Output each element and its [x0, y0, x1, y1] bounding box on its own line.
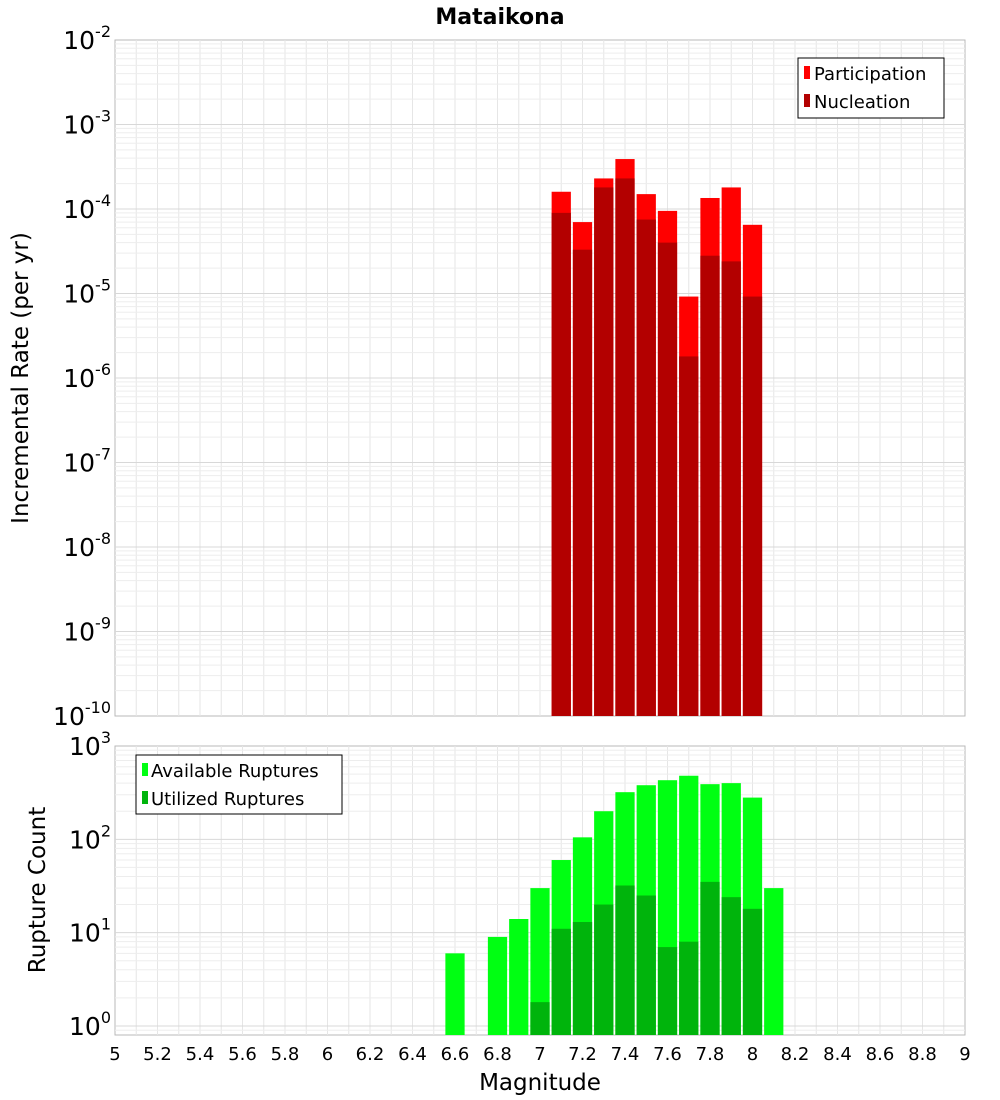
- y-tick-label: 10-9: [63, 614, 111, 647]
- x-tick-label: 6.8: [483, 1044, 512, 1065]
- x-tick-label: 6.4: [398, 1044, 427, 1065]
- x-tick-label: 6: [322, 1044, 333, 1065]
- rupture-count-legend-box: [135, 754, 343, 815]
- bar-nucleation: [657, 242, 678, 717]
- legend-label-participation: Participation: [814, 64, 926, 85]
- bar-available-ruptures: [530, 888, 550, 1035]
- bar-nucleation: [700, 255, 720, 716]
- x-tick-label: 7.8: [696, 1044, 725, 1065]
- x-tick-label: 5.2: [143, 1044, 172, 1065]
- bar-utilized-ruptures: [530, 1002, 550, 1035]
- legend-label-available-ruptures: Available Ruptures: [151, 761, 319, 782]
- bar-nucleation: [636, 219, 656, 717]
- x-tick-label: 6.2: [356, 1044, 385, 1065]
- incremental-rate-grid: [115, 40, 965, 716]
- y-tick-label: 102: [69, 821, 111, 854]
- legend-swatch-participation: [804, 66, 810, 79]
- x-tick-label: 7.6: [653, 1044, 682, 1065]
- bar-utilized-ruptures: [594, 904, 614, 1035]
- bar-nucleation: [572, 249, 593, 716]
- bar-nucleation: [721, 261, 741, 716]
- bar-nucleation: [742, 296, 763, 716]
- x-tick-label: 7.4: [611, 1044, 640, 1065]
- bar-utilized-ruptures: [551, 928, 571, 1035]
- y-tick-label: 10-2: [63, 22, 111, 55]
- y-tick-label: 101: [69, 915, 111, 948]
- bar-available-ruptures: [509, 919, 529, 1035]
- magnitude-x-axis-label: Magnitude: [479, 1070, 601, 1096]
- bar-available-ruptures: [487, 936, 508, 1035]
- bar-utilized-ruptures: [700, 881, 720, 1035]
- legend-swatch-utilized-ruptures: [142, 791, 148, 804]
- bar-utilized-ruptures: [572, 922, 593, 1035]
- y-tick-label: 10-6: [63, 360, 111, 393]
- x-tick-label: 7.2: [568, 1044, 597, 1065]
- y-tick-label: 10-5: [63, 276, 111, 309]
- bar-utilized-ruptures: [679, 941, 699, 1035]
- x-tick-label: 6.6: [441, 1044, 470, 1065]
- x-tick-label: 5.6: [228, 1044, 257, 1065]
- rupture-count-y-ticks: 100 101 102 103: [69, 728, 111, 1041]
- x-tick-label: 5.4: [186, 1044, 215, 1065]
- x-tick-label: 8.8: [908, 1044, 937, 1065]
- incremental-rate-panel: Mataikona 10-1010-910-810-710-610-510-41…: [8, 5, 966, 731]
- bar-utilized-ruptures: [657, 947, 678, 1035]
- x-tick-label: 9: [959, 1044, 970, 1065]
- x-tick-label: 5.8: [271, 1044, 300, 1065]
- y-tick-label: 10-3: [63, 107, 111, 140]
- bar-utilized-ruptures: [636, 895, 656, 1035]
- x-tick-label: 8.4: [823, 1044, 852, 1065]
- x-tick-label: 8: [747, 1044, 758, 1065]
- rupture-count-bars: [445, 775, 784, 1035]
- legend-swatch-available-ruptures: [142, 763, 148, 776]
- incremental-rate-y-ticks: 10-10 10-9 10-8 10-7 10-6 10-5 10-4 10-3 10-2: [53, 22, 111, 731]
- bar-available-ruptures: [445, 953, 465, 1035]
- legend-label-utilized-ruptures: Utilized Ruptures: [151, 789, 304, 810]
- legend-swatch-nucleation: [804, 94, 810, 107]
- x-tick-label: 5: [109, 1044, 120, 1065]
- incremental-rate-y-axis-label: Incremental Rate (per yr): [8, 232, 34, 524]
- x-tick-label: 8.6: [866, 1044, 895, 1065]
- bar-available-ruptures: [764, 888, 784, 1035]
- y-tick-label: 10-7: [63, 445, 111, 478]
- bar-utilized-ruptures: [742, 908, 763, 1035]
- bar-utilized-ruptures: [721, 897, 741, 1035]
- bar-nucleation: [615, 178, 635, 717]
- bar-nucleation: [679, 356, 699, 716]
- bar-nucleation: [551, 212, 571, 716]
- magnitude-x-ticks: 5 5.2 5.4 5.6 5.8 6 6.2 6.4 6.6 6.8 7 7.2 7.4 7.6 7.8 8…: [109, 1044, 970, 1065]
- y-tick-label: 10-8: [63, 529, 111, 562]
- y-tick-label: 10-10: [53, 698, 111, 731]
- bar-nucleation: [594, 187, 614, 717]
- y-tick-label: 100: [69, 1008, 111, 1041]
- x-tick-label: 8.2: [781, 1044, 810, 1065]
- rupture-count-legend: Available Ruptures Utilized Ruptures: [135, 754, 343, 815]
- rupture-count-y-axis-label: Rupture Count: [25, 807, 51, 973]
- legend-label-nucleation: Nucleation: [814, 92, 910, 113]
- incremental-rate-legend-box: [797, 57, 945, 119]
- x-tick-label: 7: [534, 1044, 545, 1065]
- y-tick-label: 10-4: [63, 191, 111, 224]
- incremental-rate-legend: Participation Nucleation: [797, 57, 945, 119]
- y-tick-label: 103: [69, 728, 111, 761]
- chart-title: Mataikona: [435, 5, 564, 30]
- bar-utilized-ruptures: [615, 885, 635, 1035]
- rupture-count-panel: 100 101 102 103 5 5.2 5.4 5.6 5.8 6 6.2 6.4 6.6 6.8 7…: [25, 728, 971, 1096]
- incremental-rate-bars: [551, 159, 763, 717]
